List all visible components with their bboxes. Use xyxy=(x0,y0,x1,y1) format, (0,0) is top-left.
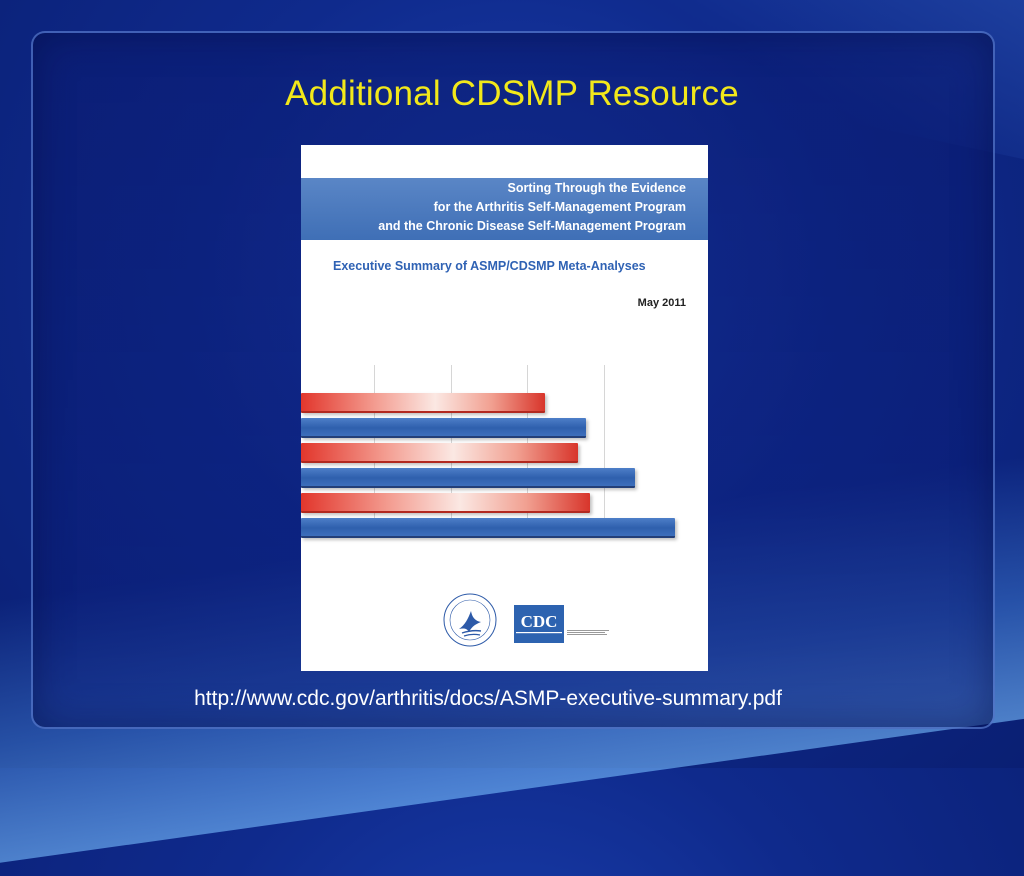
cover-grid-line xyxy=(604,365,605,530)
cdc-logo-text: CDC xyxy=(521,612,558,631)
cover-heading-line-2: for the Arthritis Self-Management Progra… xyxy=(433,200,686,214)
cover-date: May 2011 xyxy=(637,297,686,309)
hhs-eagle-seal-icon xyxy=(443,593,497,647)
report-cover-image: Sorting Through the Evidence for the Art… xyxy=(301,145,708,671)
cover-heading-line-3: and the Chronic Disease Self-Management … xyxy=(378,219,686,233)
cover-bar-blue xyxy=(301,418,586,438)
cdc-logo-subtext xyxy=(567,629,617,636)
cover-bar-red xyxy=(301,443,578,463)
cover-bar-blue xyxy=(301,518,675,538)
cover-heading-line-1: Sorting Through the Evidence xyxy=(507,181,686,195)
cover-subtitle: Executive Summary of ASMP/CDSMP Meta-Ana… xyxy=(333,259,646,273)
cover-bar-red xyxy=(301,393,545,413)
resource-url-link[interactable]: http://www.cdc.gov/arthritis/docs/ASMP-e… xyxy=(194,687,782,710)
slide-title: Additional CDSMP Resource xyxy=(285,74,739,113)
cdc-logo-icon: CDC xyxy=(514,605,564,643)
cover-bar-red xyxy=(301,493,590,513)
cover-bar-blue xyxy=(301,468,635,488)
cover-heading-band: Sorting Through the Evidence for the Art… xyxy=(301,178,708,240)
